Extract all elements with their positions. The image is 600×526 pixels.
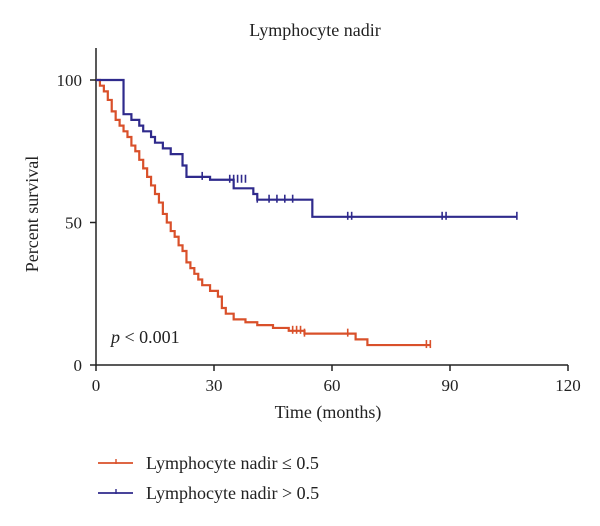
x-tick-label: 60 xyxy=(324,376,341,395)
legend: Lymphocyte nadir ≤ 0.5 Lymphocyte nadir >… xyxy=(98,453,319,503)
p-value-annotation: p < 0.001 xyxy=(109,327,180,347)
y-tick-label: 0 xyxy=(74,356,83,375)
y-tick-label: 50 xyxy=(65,214,82,233)
survival-curve-high-nadir xyxy=(96,78,517,218)
x-tick-label: 90 xyxy=(442,376,459,395)
p-symbol: p xyxy=(109,327,120,347)
x-axis-label: Time (months) xyxy=(275,402,382,423)
chart-title: Lymphocyte nadir xyxy=(249,20,380,40)
y-tick-label: 100 xyxy=(57,71,83,90)
legend-label: Lymphocyte nadir ≤ 0.5 xyxy=(146,453,319,473)
series-layer xyxy=(96,78,518,349)
p-value-text: < 0.001 xyxy=(120,327,180,347)
survival-curve-low-nadir xyxy=(96,78,431,347)
x-tick-label: 0 xyxy=(92,376,101,395)
axes xyxy=(95,48,568,366)
ticks: 0 30 60 90 120 0 50 100 xyxy=(57,71,581,395)
legend-label: Lymphocyte nadir > 0.5 xyxy=(146,483,319,503)
x-tick-label: 30 xyxy=(206,376,223,395)
y-axis-label: Percent survival xyxy=(22,156,42,272)
x-tick-label: 120 xyxy=(555,376,581,395)
